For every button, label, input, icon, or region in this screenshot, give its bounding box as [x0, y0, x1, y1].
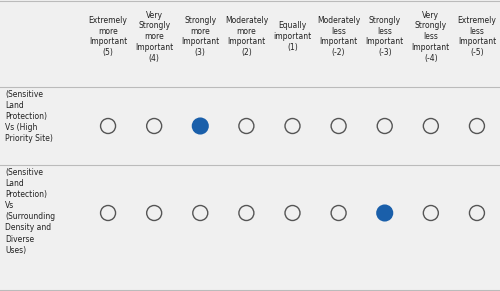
Circle shape — [331, 118, 346, 134]
Circle shape — [424, 205, 438, 221]
Circle shape — [100, 118, 116, 134]
Circle shape — [285, 205, 300, 221]
Circle shape — [470, 118, 484, 134]
Circle shape — [380, 208, 389, 217]
Text: Moderately
more
Important
(2): Moderately more Important (2) — [225, 16, 268, 57]
Circle shape — [239, 205, 254, 221]
Circle shape — [146, 118, 162, 134]
Circle shape — [100, 205, 116, 221]
Circle shape — [146, 205, 162, 221]
Circle shape — [470, 205, 484, 221]
Text: Extremely
more
Important
(5): Extremely more Important (5) — [88, 16, 128, 57]
Text: (Sensitive
Land
Protection)
Vs (High
Priority Site): (Sensitive Land Protection) Vs (High Pri… — [5, 90, 53, 143]
Circle shape — [239, 118, 254, 134]
Circle shape — [193, 118, 208, 134]
Text: Very
Strongly
less
Important
(-4): Very Strongly less Important (-4) — [412, 10, 450, 63]
Circle shape — [285, 118, 300, 134]
Circle shape — [331, 205, 346, 221]
Text: Strongly
less
Important
(-3): Strongly less Important (-3) — [366, 16, 404, 57]
Text: Extremely
less
Important
(-5): Extremely less Important (-5) — [458, 16, 496, 57]
Circle shape — [196, 122, 205, 130]
Text: Equally
important
(1): Equally important (1) — [274, 21, 312, 52]
Text: Very
Strongly
more
Important
(4): Very Strongly more Important (4) — [135, 10, 173, 63]
Circle shape — [377, 118, 392, 134]
Circle shape — [424, 118, 438, 134]
Circle shape — [377, 205, 392, 221]
Text: (Sensitive
Land
Protection)
Vs
(Surrounding
Density and
Diverse
Uses): (Sensitive Land Protection) Vs (Surround… — [5, 168, 55, 255]
Circle shape — [193, 205, 208, 221]
Text: Moderately
less
Important
(-2): Moderately less Important (-2) — [317, 16, 360, 57]
Text: Strongly
more
Important
(3): Strongly more Important (3) — [181, 16, 220, 57]
